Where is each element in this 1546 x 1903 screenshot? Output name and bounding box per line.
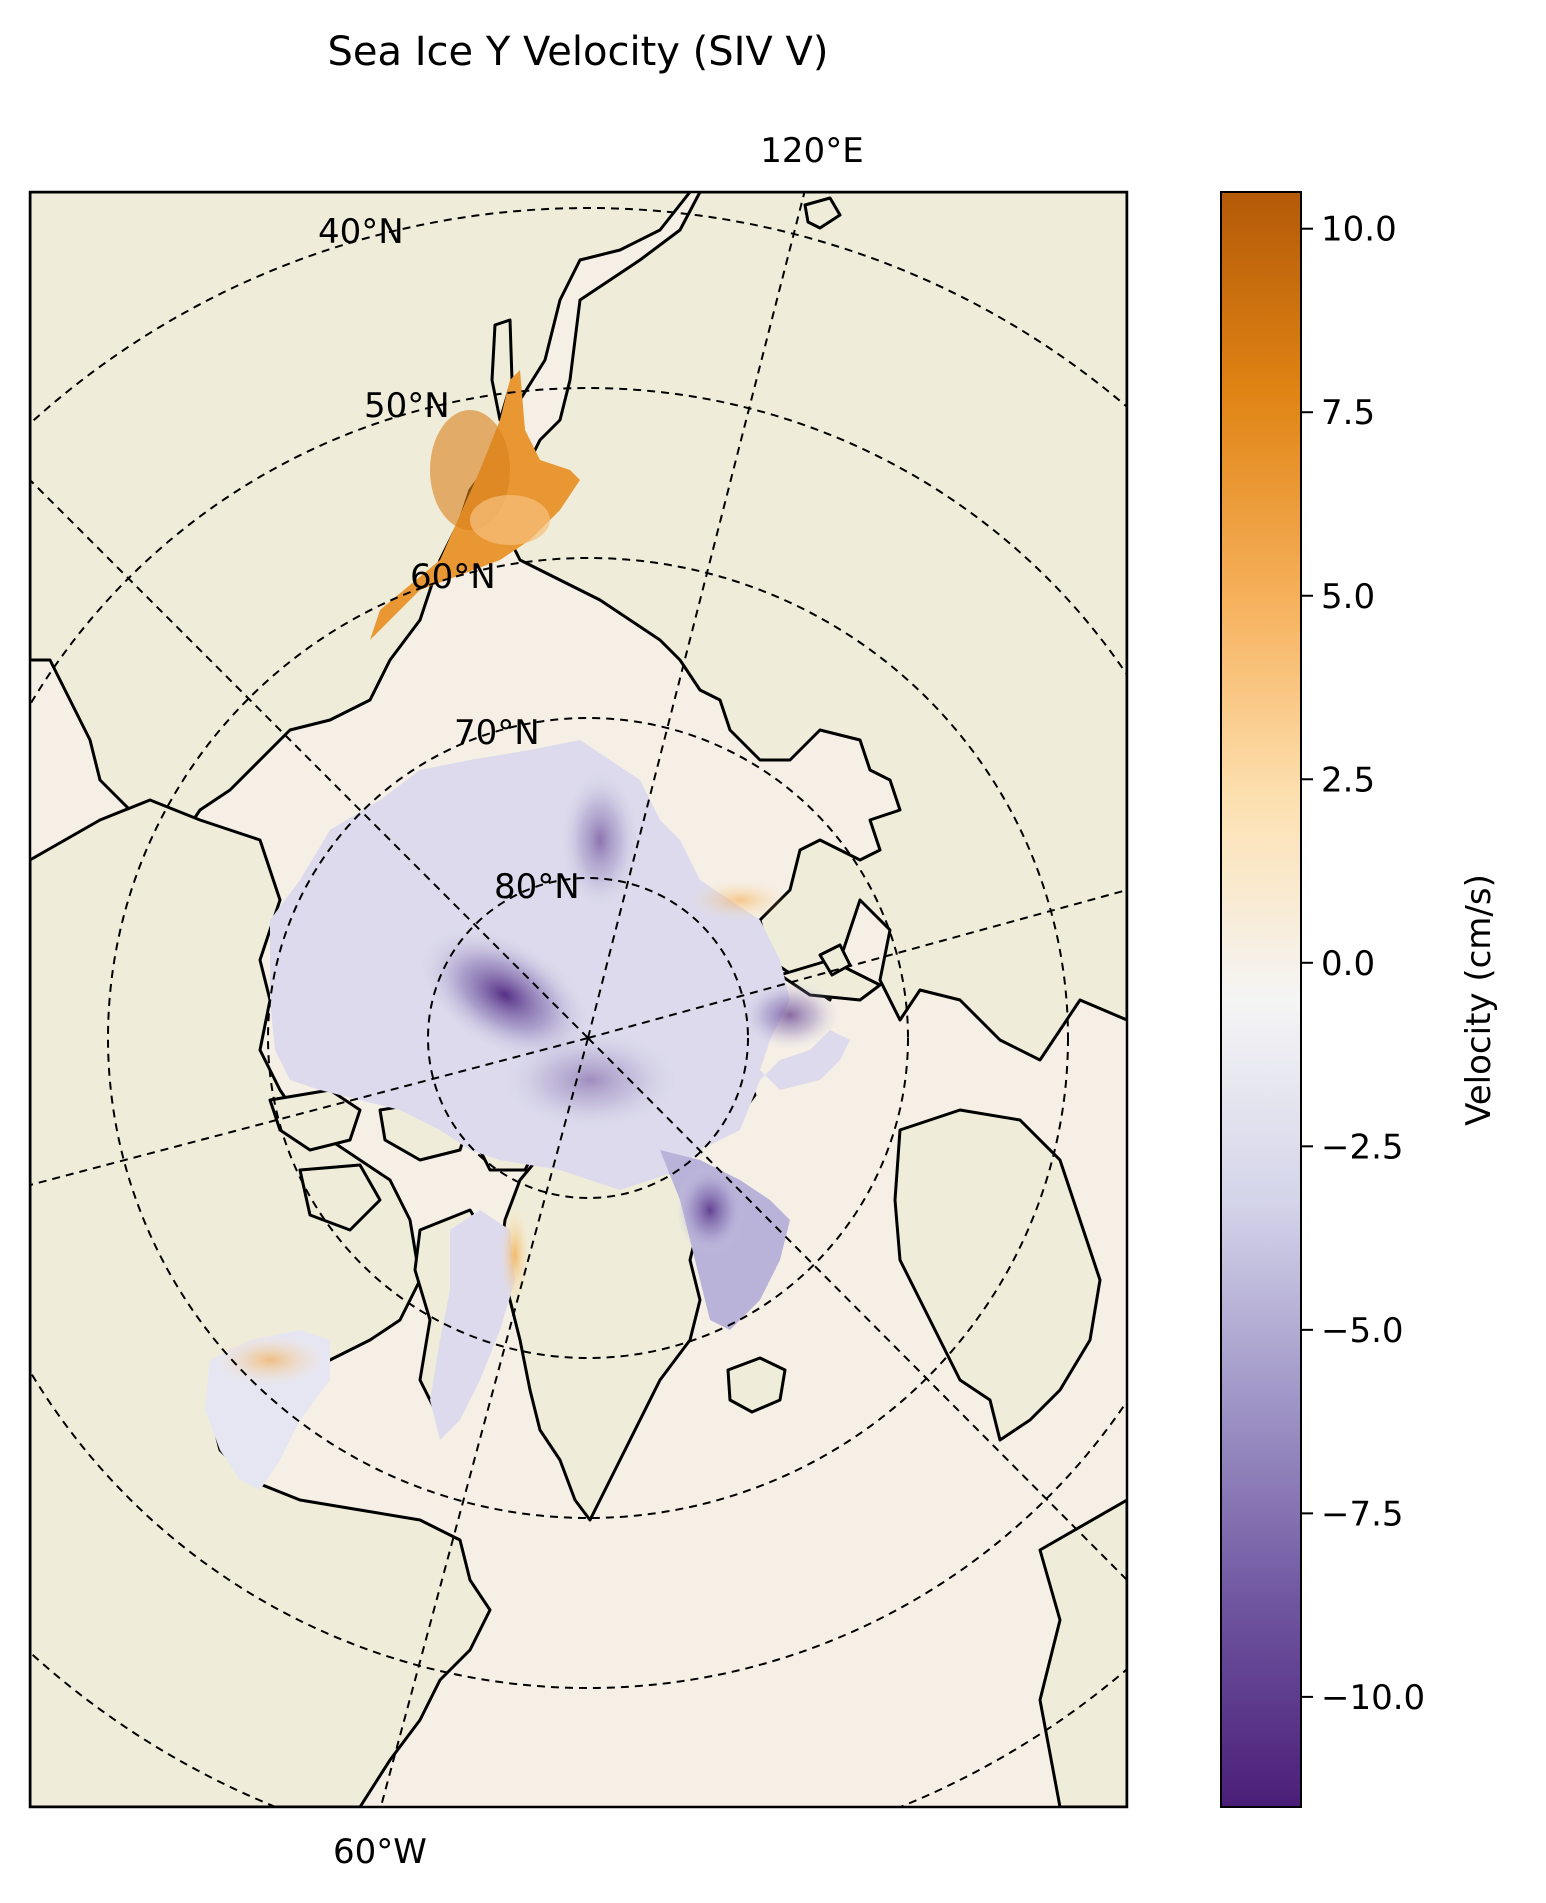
label-50n: 50°N xyxy=(364,386,450,426)
label-60w: 60°W xyxy=(333,1832,427,1872)
label-70n: 70°N xyxy=(454,713,540,753)
map-panel: 40°N 50°N 60°N 70°N 80°N xyxy=(30,192,1127,1807)
colorbar-label: Velocity (cm/s) xyxy=(1459,874,1499,1126)
chart-title: Sea Ice Y Velocity (SIV V) xyxy=(328,29,829,75)
colorbar-tick-label: −2.5 xyxy=(1321,1127,1404,1167)
meridian-90e xyxy=(587,889,1127,1039)
colorbar-tick-label: 10.0 xyxy=(1321,210,1397,250)
ice-core-central xyxy=(500,1030,680,1130)
land-franz-josef xyxy=(818,943,852,977)
land-scandinavia xyxy=(893,1108,1102,1442)
colorbar-tick-label: 5.0 xyxy=(1321,577,1375,617)
label-60n: 60°N xyxy=(410,557,496,597)
colorbar-fill xyxy=(1220,191,1302,1808)
colorbar-tick-label: 7.5 xyxy=(1321,393,1375,433)
colorbar-tick-label: 2.5 xyxy=(1321,760,1375,800)
lat-circle-80 xyxy=(427,877,749,1199)
land-japan xyxy=(803,196,842,230)
colorbar-tick-label: −5.0 xyxy=(1321,1311,1404,1351)
meridian-150w xyxy=(30,479,589,1039)
meridian-60w xyxy=(379,1037,589,1807)
graticule xyxy=(30,192,1127,1807)
land-masses xyxy=(30,192,1127,1807)
ice-core-barents xyxy=(740,980,840,1050)
label-120e: 120°E xyxy=(760,131,863,171)
sea-ice-field xyxy=(205,370,850,1490)
land-northeast-asia xyxy=(30,192,692,842)
sea-ice-arctic-basin xyxy=(270,740,850,1190)
map-frame xyxy=(28,190,1129,1809)
land-iceland xyxy=(726,1356,787,1414)
lat-circle-70 xyxy=(267,717,909,1359)
ice-light-okhotsk xyxy=(470,495,550,545)
label-80n: 80°N xyxy=(494,867,580,907)
colorbar-tick-label: −7.5 xyxy=(1321,1494,1404,1534)
sea-ice-baffin-bay xyxy=(430,1210,515,1440)
colorbar-ticks: 10.0 7.5 5.0 2.5 0.0 −2.5 −5.0 −7.5 −10.0 xyxy=(1301,210,1425,1718)
lat-circle-60 xyxy=(107,557,1069,1519)
land-europe-south xyxy=(1038,1498,1127,1807)
ice-core-secondary xyxy=(560,770,640,910)
ice-core-strong xyxy=(418,927,592,1063)
colorbar-tick-label: −10.0 xyxy=(1321,1678,1425,1718)
label-40n: 40°N xyxy=(318,212,404,252)
meridian-120e xyxy=(587,192,806,1039)
ice-warm-kara xyxy=(690,880,790,920)
colorbar: 10.0 7.5 5.0 2.5 0.0 −2.5 −5.0 −7.5 −10.0 Veloci… xyxy=(1220,191,1499,1808)
ice-warm-baffin xyxy=(500,1205,530,1305)
ice-core-fram xyxy=(675,1165,745,1255)
colorbar-tick-label: 0.0 xyxy=(1321,944,1375,984)
meridian-30e xyxy=(587,1037,1127,1581)
lat-circle-40 xyxy=(30,207,1127,1807)
latitude-labels: 40°N 50°N 60°N 70°N 80°N xyxy=(318,212,580,907)
meridian-90w xyxy=(30,1037,589,1186)
